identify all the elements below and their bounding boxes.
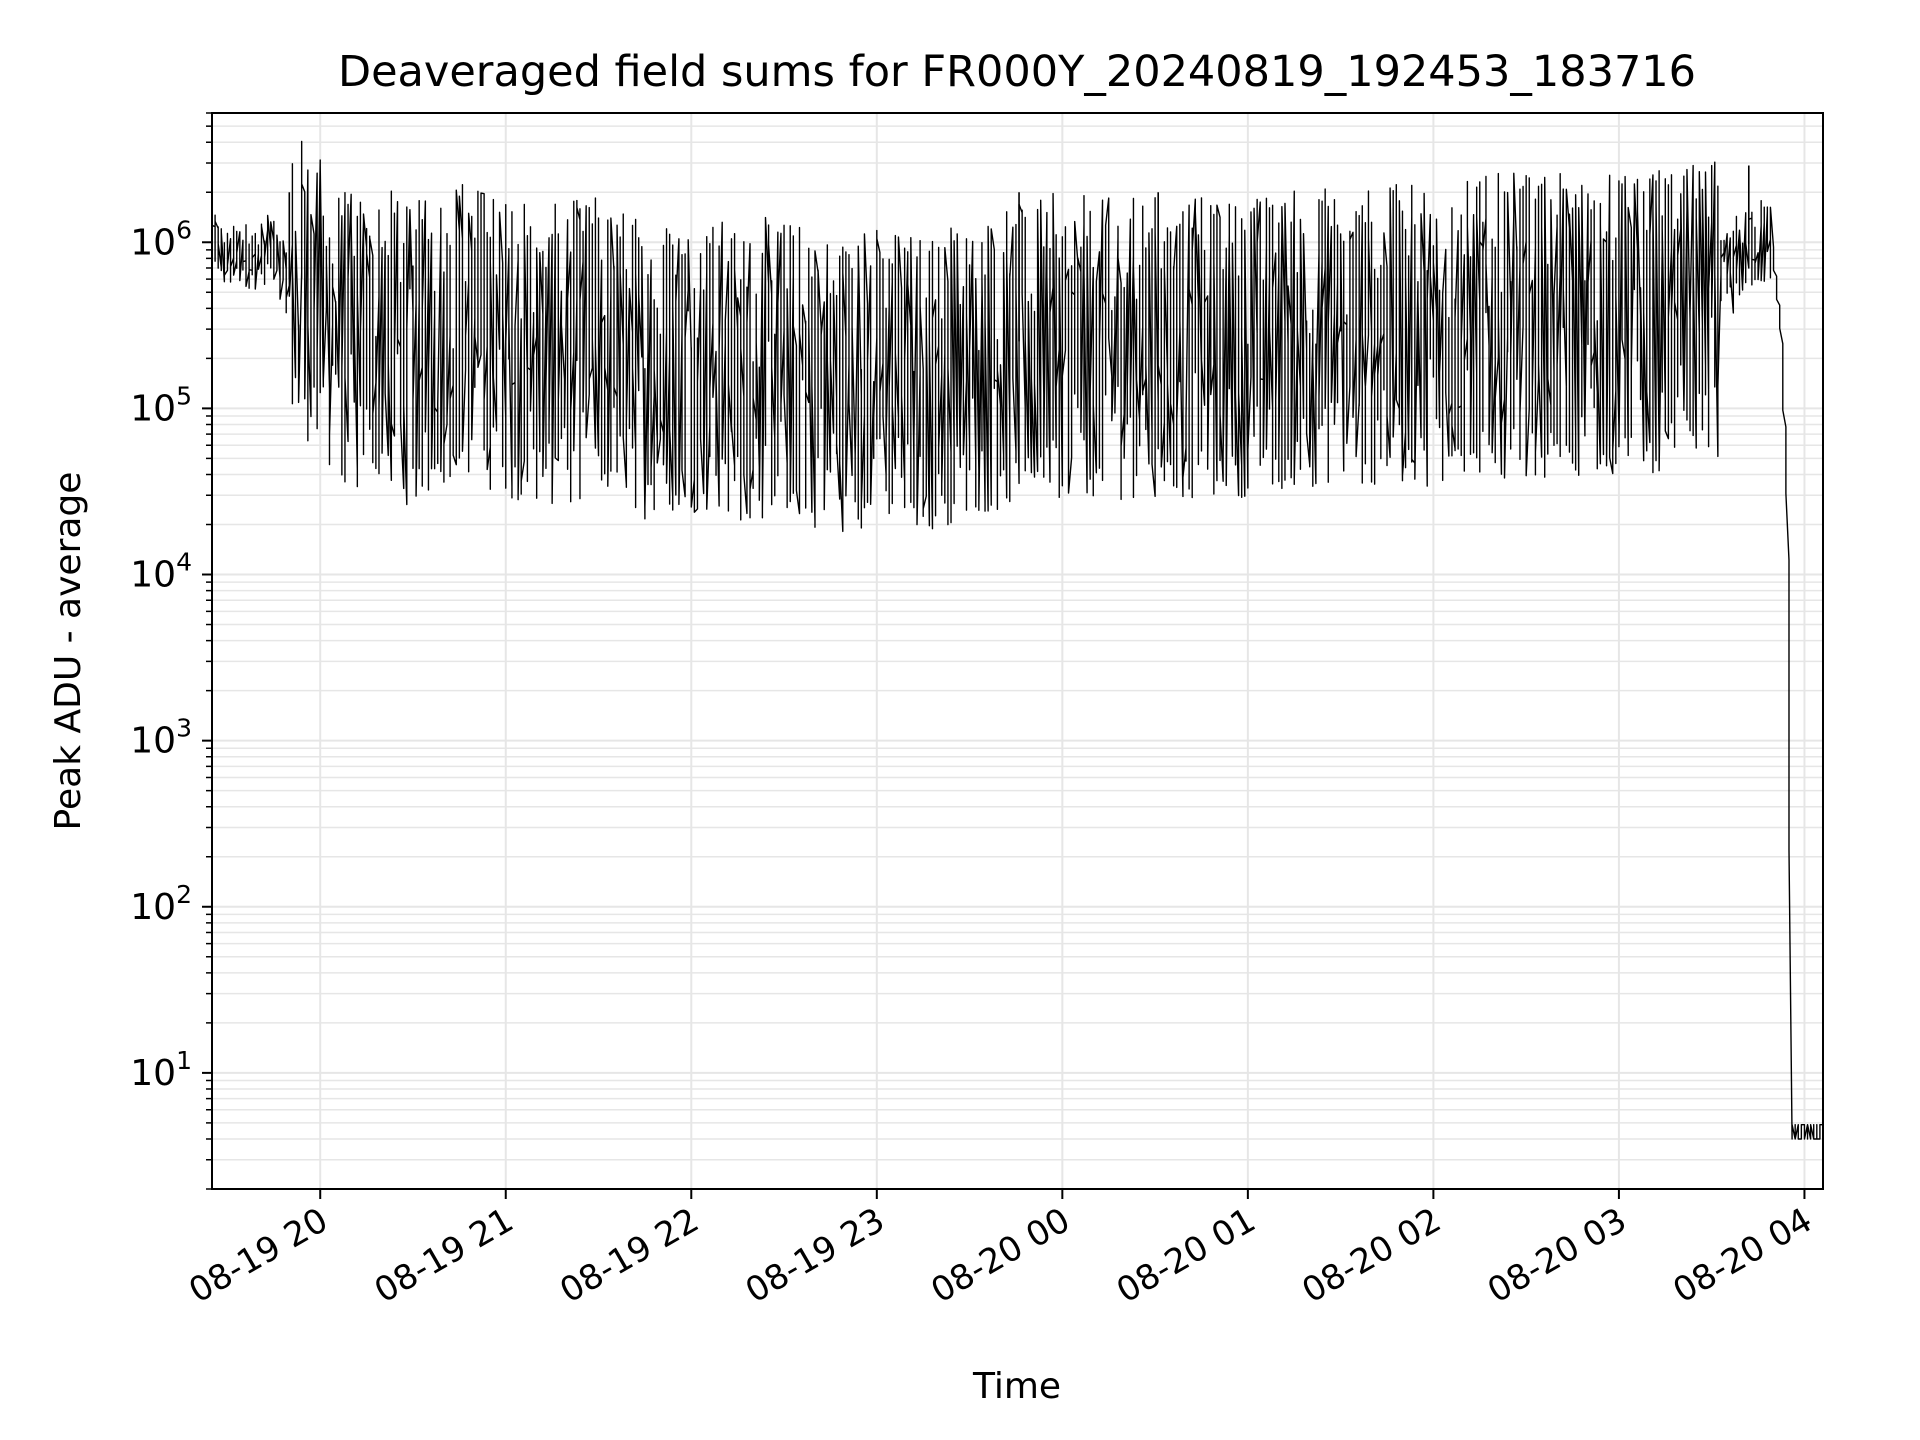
y-tick-label: 105 — [130, 381, 192, 429]
chart-title: Deaveraged field sums for FR000Y_2024081… — [338, 47, 1696, 97]
y-tick-label: 103 — [130, 714, 192, 762]
x-axis-label: Time — [972, 1366, 1061, 1407]
plot-frame — [211, 112, 1824, 1190]
y-tick-label: 106 — [130, 215, 192, 263]
y-tick-label: 102 — [130, 880, 192, 928]
y-tick-label: 101 — [130, 1046, 192, 1094]
data-series — [211, 140, 1823, 1140]
series-line — [211, 140, 1823, 1140]
y-axis-label: Peak ADU - average — [48, 472, 89, 831]
y-tick-label: 104 — [130, 548, 192, 596]
